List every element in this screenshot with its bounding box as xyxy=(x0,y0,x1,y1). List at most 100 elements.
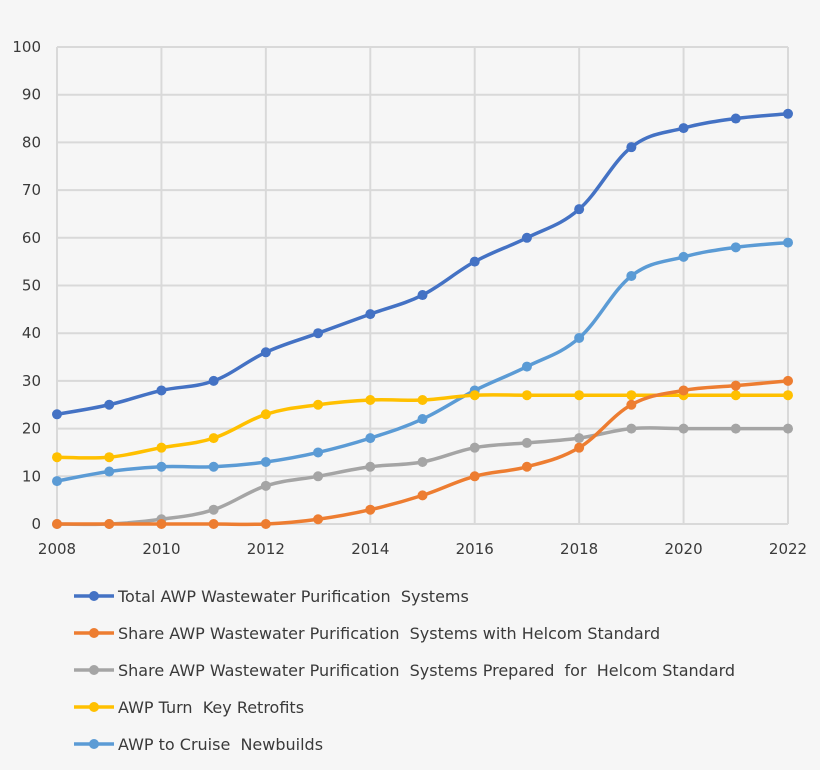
data-point xyxy=(365,461,376,472)
legend-swatch-marker xyxy=(89,739,99,749)
data-point xyxy=(156,442,167,453)
legend-item: AWP Turn Key Retrofits xyxy=(74,698,304,717)
data-point xyxy=(730,390,741,401)
data-point xyxy=(104,399,115,410)
data-point xyxy=(156,385,167,396)
data-point xyxy=(521,437,532,448)
data-point xyxy=(365,504,376,515)
legend-item: Share AWP Wastewater Purification System… xyxy=(74,624,660,643)
legend-item: AWP to Cruise Newbuilds xyxy=(74,735,323,754)
y-tick-label: 80 xyxy=(22,133,41,151)
data-point xyxy=(469,471,480,482)
data-point xyxy=(52,476,62,487)
data-point xyxy=(521,390,532,401)
data-point xyxy=(574,390,585,401)
data-point xyxy=(365,309,376,320)
x-tick-label: 2016 xyxy=(456,540,494,558)
y-axis-ticks: 0 10 20 30 40 50 60 70 80 90 100 xyxy=(12,38,41,533)
data-point xyxy=(208,461,219,472)
x-tick-label: 2012 xyxy=(247,540,285,558)
data-point xyxy=(260,519,271,529)
series-line xyxy=(55,112,790,417)
data-point xyxy=(783,390,793,401)
legend-label: Share AWP Wastewater Purification System… xyxy=(118,624,660,643)
data-point xyxy=(574,433,585,444)
series-1 xyxy=(52,108,793,420)
data-point xyxy=(104,466,115,477)
data-point xyxy=(313,514,324,525)
series-4 xyxy=(52,390,793,463)
legend-item: Total AWP Wastewater Purification System… xyxy=(74,587,469,606)
data-point xyxy=(626,399,637,410)
data-point xyxy=(730,380,741,391)
data-point xyxy=(260,456,271,467)
data-point xyxy=(626,142,637,153)
y-tick-label: 50 xyxy=(22,277,41,295)
data-point xyxy=(626,270,637,281)
data-point xyxy=(313,471,324,482)
data-point xyxy=(260,409,271,420)
legend-swatch-marker xyxy=(89,628,99,638)
y-tick-label: 10 xyxy=(22,467,41,485)
data-point xyxy=(417,490,428,501)
legend-swatch-marker xyxy=(89,665,99,675)
x-tick-label: 2008 xyxy=(38,540,76,558)
data-point xyxy=(678,251,689,262)
y-tick-label: 0 xyxy=(31,515,41,533)
series-5 xyxy=(52,237,793,487)
data-point xyxy=(626,423,637,434)
legend-label: Total AWP Wastewater Purification System… xyxy=(117,587,469,606)
data-point xyxy=(783,237,793,248)
data-point xyxy=(469,256,480,267)
data-point xyxy=(678,423,689,434)
data-point xyxy=(104,452,115,463)
legend-swatch-marker xyxy=(89,702,99,712)
data-point xyxy=(52,452,62,463)
data-point xyxy=(417,394,428,405)
legend-item: Share AWP Wastewater Purification System… xyxy=(74,661,735,680)
y-tick-label: 90 xyxy=(22,86,41,104)
x-tick-label: 2010 xyxy=(142,540,180,558)
y-tick-label: 70 xyxy=(22,181,41,199)
legend-swatch-marker xyxy=(89,591,99,601)
data-point xyxy=(313,328,324,339)
legend: Total AWP Wastewater Purification System… xyxy=(74,587,735,754)
series-2 xyxy=(52,375,793,529)
data-point xyxy=(574,204,585,215)
data-point xyxy=(521,232,532,243)
y-tick-label: 60 xyxy=(22,229,41,247)
data-point xyxy=(156,519,167,529)
data-point xyxy=(783,375,793,386)
data-point xyxy=(208,433,219,444)
x-tick-label: 2022 xyxy=(769,540,807,558)
legend-label: AWP Turn Key Retrofits xyxy=(118,698,304,717)
data-point xyxy=(521,461,532,472)
data-point xyxy=(260,480,271,491)
x-tick-label: 2014 xyxy=(351,540,389,558)
data-point xyxy=(783,423,793,434)
data-point xyxy=(104,519,115,529)
data-point xyxy=(730,242,741,253)
data-point xyxy=(365,433,376,444)
data-point xyxy=(730,423,741,434)
series xyxy=(52,108,793,529)
data-point xyxy=(574,332,585,343)
data-point xyxy=(678,385,689,396)
legend-label: Share AWP Wastewater Purification System… xyxy=(118,661,735,680)
data-point xyxy=(574,442,585,453)
data-point xyxy=(417,290,428,301)
x-tick-label: 2018 xyxy=(560,540,598,558)
data-point xyxy=(678,123,689,134)
data-point xyxy=(521,361,532,372)
y-tick-label: 40 xyxy=(22,324,41,342)
x-axis-ticks: 2008 2010 2012 2014 2016 2018 2020 2022 xyxy=(38,540,807,558)
legend-label: AWP to Cruise Newbuilds xyxy=(118,735,323,754)
y-tick-label: 100 xyxy=(12,38,41,56)
data-point xyxy=(469,390,480,401)
data-point xyxy=(208,375,219,386)
y-tick-label: 20 xyxy=(22,420,41,438)
data-point xyxy=(783,108,793,119)
data-point xyxy=(365,394,376,405)
data-point xyxy=(260,347,271,358)
